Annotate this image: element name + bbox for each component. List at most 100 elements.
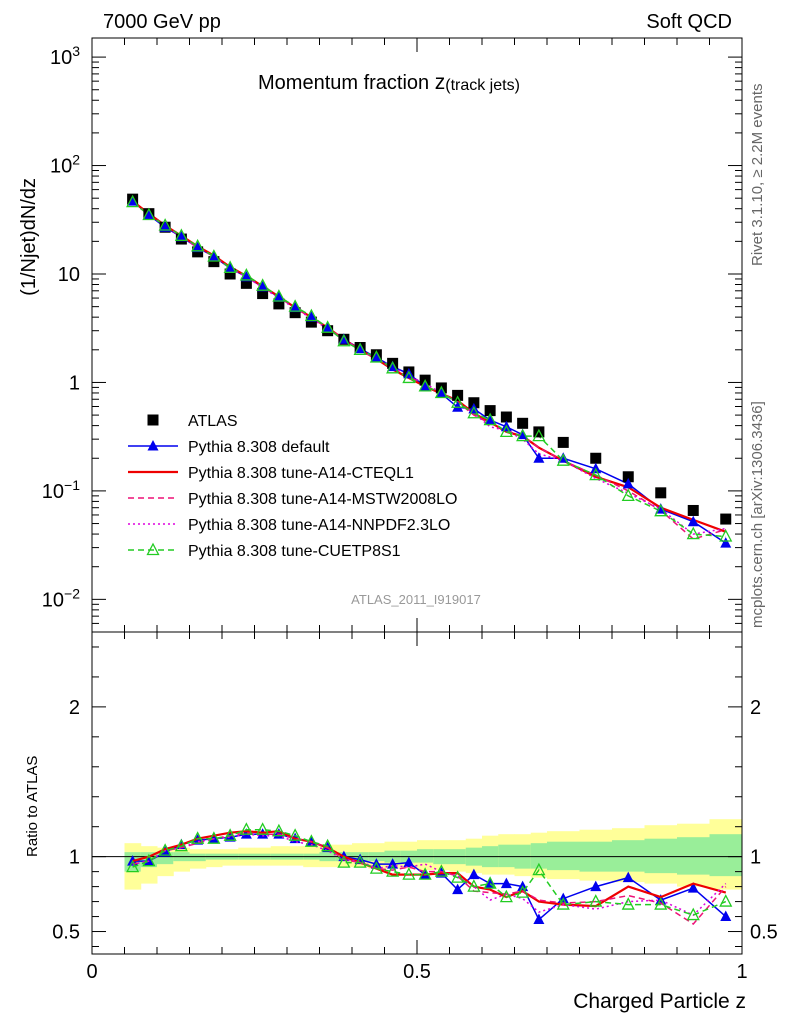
main-data-point — [158, 218, 172, 231]
ratio-series-line — [132, 830, 727, 908]
main-data-point — [207, 249, 221, 262]
main-data-point — [452, 401, 464, 412]
main-ytick-base: 10 — [50, 156, 72, 178]
ratio-data-point — [403, 856, 415, 868]
main-ytick-label: 10 — [58, 264, 80, 286]
ratio-data-point — [272, 823, 286, 837]
main-data-point — [434, 385, 448, 399]
ratio-band-inner — [547, 841, 580, 871]
source-label: mcplots.cern.ch [arXiv:1306.3436] — [749, 401, 766, 628]
ratio-data-point — [621, 897, 635, 910]
main-data-point — [208, 250, 220, 261]
main-data-point — [556, 453, 570, 466]
main-data-point — [687, 515, 699, 527]
ratio-series-layer — [126, 822, 733, 925]
main-series-3 — [132, 201, 727, 540]
ratio-data-point — [452, 883, 464, 895]
ratio-data-point — [402, 867, 416, 880]
main-data-point — [621, 488, 635, 502]
main-data-point — [369, 350, 383, 363]
main-series-5 — [132, 201, 726, 538]
main-data-point — [305, 311, 317, 322]
main-data-point — [484, 405, 496, 417]
main-data-point — [719, 529, 733, 542]
ratio-xtick-label: 1 — [736, 961, 747, 983]
main-data-point — [127, 195, 139, 206]
ratio-data-point — [256, 822, 270, 835]
ratio-panel: 2 21 10.5 0.50 0.5 1 Ratio to ATLAS Charged P… — [24, 631, 778, 1013]
main-data-point — [687, 504, 699, 516]
main-data-point — [467, 405, 481, 419]
main-data-point — [273, 298, 285, 310]
ratio-data-point — [720, 910, 732, 922]
main-data-point — [589, 467, 603, 481]
main-data-point — [686, 526, 700, 540]
main-data-point — [305, 316, 317, 328]
rivet-version-label: Rivet 3.1.10, ≥ 2.2M events — [749, 84, 766, 267]
main-data-point — [517, 417, 529, 429]
ratio-data-point — [174, 838, 188, 852]
legend-marker — [146, 542, 160, 556]
ratio-data-point — [337, 855, 351, 868]
main-data-point — [419, 380, 431, 391]
main-data-point — [500, 411, 512, 423]
main-data-point — [175, 230, 187, 242]
main-ytick-exp: 2 — [72, 152, 80, 168]
main-data-point — [174, 228, 188, 241]
ratio-data-point — [387, 858, 399, 869]
main-data-point — [257, 288, 269, 300]
main-data-point — [354, 342, 366, 354]
ratio-band-inner — [612, 840, 645, 872]
main-watermark: ATLAS_2011_I919017 — [351, 592, 481, 607]
header-right: Soft QCD — [646, 11, 732, 33]
main-data-point — [418, 378, 432, 392]
main-data-point — [557, 436, 569, 448]
main-data-point — [655, 487, 667, 499]
main-series-line — [132, 201, 727, 540]
main-data-point — [321, 320, 335, 333]
main-data-point — [257, 280, 269, 292]
main-data-point — [468, 397, 480, 409]
ratio-data-point — [719, 894, 733, 907]
ratio-data-point — [353, 855, 367, 868]
ratio-data-point — [468, 868, 480, 880]
ratio-band-inner — [677, 837, 710, 875]
main-title: Momentum fraction z(track jets) — [258, 71, 520, 94]
main-series-4 — [132, 201, 726, 535]
ratio-data-point — [590, 880, 602, 892]
ratio-series-4 — [126, 822, 733, 921]
ratio-band-inner — [530, 843, 548, 869]
main-data-point — [386, 360, 400, 374]
main-markers-5 — [126, 194, 733, 542]
ratio-ytick-label-left: 0.5 — [52, 922, 80, 944]
main-data-point — [720, 537, 732, 548]
ratio-data-point — [142, 853, 156, 867]
ratio-xtick-label: 0 — [86, 961, 97, 983]
main-data-point — [192, 241, 204, 253]
main-data-point — [353, 342, 367, 355]
main-data-point — [256, 278, 270, 291]
main-data-point — [483, 412, 497, 426]
ratio-data-point — [500, 877, 512, 889]
ratio-data-point — [191, 831, 205, 844]
legend-entry: Pythia 8.308 default — [128, 439, 330, 456]
main-series-line — [132, 201, 726, 538]
main-data-point — [451, 395, 465, 408]
ratio-ytick-label-left: 1 — [69, 847, 80, 869]
main-data-point — [240, 277, 252, 289]
ratio-band-inner — [709, 834, 742, 877]
ratio-data-point — [532, 862, 546, 876]
ratio-series-line — [132, 831, 727, 925]
main-data-point — [240, 270, 252, 282]
ratio-data-point — [369, 861, 383, 874]
legend-label: Pythia 8.308 tune-A14-NNPDF2.3LO — [188, 517, 450, 534]
main-ytick-label: 10−1 — [42, 477, 80, 503]
legend-label: Pythia 8.308 tune-CUETP8S1 — [188, 543, 401, 560]
main-ytick-exp: −1 — [64, 477, 80, 493]
ratio-series-2 — [132, 831, 727, 925]
main-series-layer — [126, 193, 733, 548]
main-ytick-label: 103 — [50, 43, 80, 69]
ratio-data-point — [126, 859, 140, 873]
